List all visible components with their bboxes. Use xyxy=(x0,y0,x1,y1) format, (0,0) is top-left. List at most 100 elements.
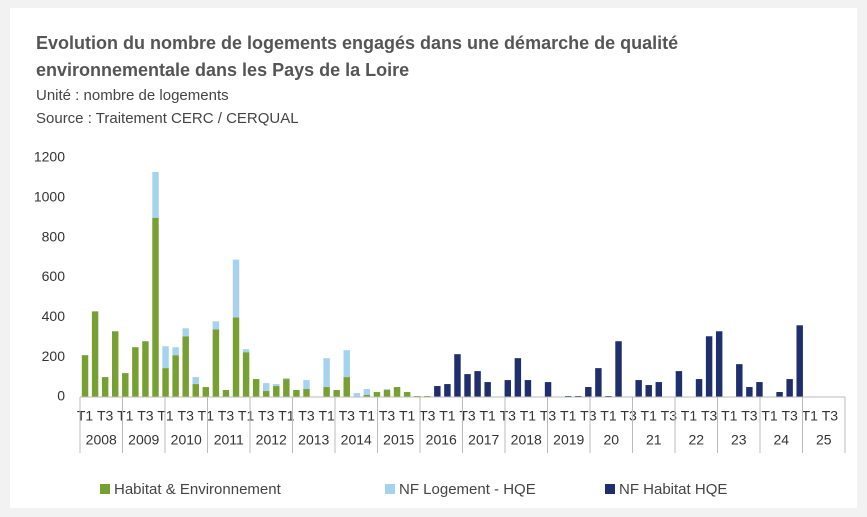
y-tick-label: 1000 xyxy=(34,189,65,205)
group-label: 2009 xyxy=(128,432,159,448)
bar xyxy=(182,328,189,337)
bar xyxy=(756,382,763,397)
x-tick-label: T3 xyxy=(218,408,235,424)
group-label: 2019 xyxy=(553,432,584,448)
x-tick-label: T1 xyxy=(681,408,698,424)
panel xyxy=(10,8,857,508)
x-tick-label: T1 xyxy=(761,408,778,424)
bar xyxy=(323,387,330,397)
bar xyxy=(514,358,522,397)
x-tick-label: T1 xyxy=(641,408,658,424)
bar xyxy=(796,325,803,397)
x-tick-label: T3 xyxy=(701,408,718,424)
bar xyxy=(273,384,280,387)
bar xyxy=(162,346,169,369)
group-label: 20 xyxy=(603,432,619,448)
bar xyxy=(383,389,391,391)
x-tick-label: T3 xyxy=(620,408,637,424)
bar xyxy=(383,390,391,397)
bar xyxy=(323,358,330,388)
bar xyxy=(303,380,310,390)
group-label: 2018 xyxy=(511,432,542,448)
x-tick-label: T1 xyxy=(802,408,819,424)
bar xyxy=(212,329,220,397)
bar xyxy=(524,380,532,397)
bar xyxy=(212,321,220,330)
chart-title: Evolution du nombre de logements engagés… xyxy=(36,33,678,53)
bar xyxy=(403,392,411,397)
y-tick-label: 0 xyxy=(57,388,65,404)
y-tick-label: 1200 xyxy=(34,149,65,165)
subtitle: Unité : nombre de logements xyxy=(36,87,229,104)
bar xyxy=(152,217,159,397)
bar xyxy=(484,382,491,397)
bar xyxy=(776,392,783,397)
group-label: 25 xyxy=(816,432,832,448)
bar xyxy=(303,389,310,397)
x-tick-label: T3 xyxy=(419,408,436,424)
group-label: 2008 xyxy=(86,432,117,448)
bar xyxy=(232,259,240,318)
legend-label: Habitat & Environnement xyxy=(114,481,282,498)
bar xyxy=(635,380,642,397)
x-tick-label: T1 xyxy=(560,408,577,424)
bar xyxy=(715,331,723,397)
bar xyxy=(252,379,260,397)
chart-title: environnementale dans les Pays de la Loi… xyxy=(36,60,409,80)
group-label: 2013 xyxy=(298,432,329,448)
bar xyxy=(91,311,99,397)
x-tick-label: T3 xyxy=(97,408,114,424)
legend-swatch xyxy=(385,484,395,494)
bar xyxy=(544,382,552,397)
bar xyxy=(595,368,602,397)
bar xyxy=(474,371,481,397)
bar xyxy=(112,331,119,397)
y-tick-label: 200 xyxy=(42,348,66,364)
group-label: 2010 xyxy=(171,432,202,448)
bar xyxy=(363,389,371,396)
y-tick-label: 600 xyxy=(42,268,66,284)
bar xyxy=(736,364,743,397)
x-tick-label: T3 xyxy=(580,408,597,424)
bar xyxy=(262,383,270,392)
x-tick-label: T3 xyxy=(379,408,396,424)
bar xyxy=(393,387,401,397)
group-label: 2017 xyxy=(468,432,499,448)
x-tick-label: T3 xyxy=(741,408,758,424)
bar xyxy=(705,336,713,397)
x-tick-label: T3 xyxy=(500,408,517,424)
bar xyxy=(363,395,371,397)
x-tick-label: T3 xyxy=(822,408,839,424)
group-label: 2012 xyxy=(256,432,287,448)
legend-swatch xyxy=(100,484,110,494)
x-tick-label: T1 xyxy=(117,408,134,424)
bar xyxy=(444,384,451,397)
bar xyxy=(222,390,230,397)
x-tick-label: T1 xyxy=(399,408,416,424)
group-label: 22 xyxy=(688,432,704,448)
bar xyxy=(122,373,129,397)
x-tick-label: T3 xyxy=(298,408,315,424)
bar xyxy=(615,341,622,397)
group-label: 21 xyxy=(646,432,662,448)
bar xyxy=(182,336,189,397)
bar xyxy=(232,317,240,397)
legend-swatch xyxy=(605,484,615,494)
bar xyxy=(81,355,89,397)
bar xyxy=(162,368,169,397)
group-label: 24 xyxy=(773,432,789,448)
bar xyxy=(172,347,179,356)
x-tick-label: T3 xyxy=(137,408,154,424)
group-label: 2016 xyxy=(426,432,457,448)
bar xyxy=(152,171,159,218)
x-tick-label: T3 xyxy=(178,408,195,424)
bar xyxy=(675,371,683,397)
subtitle: Source : Traitement CERC / CERQUAL xyxy=(36,110,299,127)
x-tick-label: T1 xyxy=(359,408,376,424)
x-tick-label: T3 xyxy=(459,408,476,424)
group-label: 2015 xyxy=(383,432,414,448)
bar xyxy=(283,379,290,397)
bar xyxy=(695,379,703,397)
x-tick-label: T3 xyxy=(661,408,678,424)
